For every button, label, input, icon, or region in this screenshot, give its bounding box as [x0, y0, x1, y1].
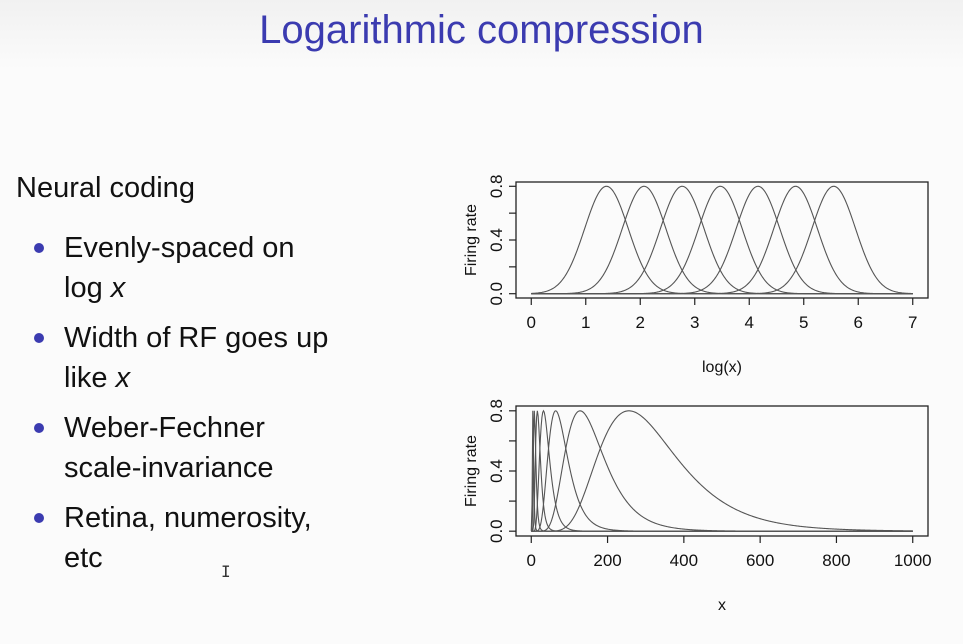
chart-log-scale: 0.0 0.4 0.8 0 1 2 3 4 5 6 7 log(x) Firing rate: [463, 174, 929, 376]
y-tick-label: 0.8: [487, 174, 506, 198]
bullet-item: Evenly-spaced on log x: [30, 228, 390, 308]
series-line: [531, 185, 913, 295]
x-tick-label: 4: [745, 313, 754, 332]
y-tick-label: 0.4: [487, 228, 506, 252]
bullet-text: Retina, numerosity, etc: [64, 498, 390, 578]
x-axis-label: log(x): [702, 359, 742, 376]
bullet-dot-icon: [34, 423, 44, 433]
bullet-line: Evenly-spaced on: [64, 232, 295, 264]
y-tick-label: 0.4: [487, 459, 506, 483]
bullet-line: Weber-Fechner: [64, 412, 265, 444]
bullet-dot-icon: [34, 513, 44, 523]
bullet-text: Evenly-spaced on log x: [64, 228, 390, 308]
bullet-item: Retina, numerosity, etc: [30, 498, 390, 578]
bullet-line: scale-invariance: [64, 452, 274, 484]
bullet-text: Width of RF goes up like x: [64, 318, 390, 398]
x-tick-label: 2: [636, 313, 645, 332]
series-line: [531, 410, 913, 532]
bullet-line: Retina, numerosity,: [64, 502, 312, 534]
series-line: [531, 185, 913, 295]
x-tick-label: 0: [527, 551, 536, 570]
series-line: [531, 185, 913, 295]
bullet-line: Width of RF goes up: [64, 322, 329, 354]
slide-header-background: [0, 0, 963, 70]
x-tick-label: 400: [670, 551, 698, 570]
series-line: [531, 410, 913, 532]
x-tick-label: 6: [854, 313, 863, 332]
x-tick-label: 1000: [894, 551, 932, 570]
x-tick-label: 800: [822, 551, 850, 570]
chart-linear-scale: 0.0 0.4 0.8 0 200 400 600 800 1000 x Firing rate: [463, 399, 932, 614]
x-tick-label: 5: [799, 313, 808, 332]
text-cursor-icon: I: [221, 562, 231, 581]
bullet-line: etc: [64, 542, 103, 574]
x-tick-label: 0: [527, 313, 536, 332]
bullet-item: Weber-Fechner scale-invariance: [30, 408, 390, 488]
bullet-dot-icon: [34, 243, 44, 253]
x-axis-label: x: [718, 597, 726, 614]
bullet-text: Weber-Fechner scale-invariance: [64, 408, 390, 488]
series-line: [531, 185, 913, 295]
y-tick-label: 0.8: [487, 399, 506, 423]
plot-frame: [515, 181, 929, 299]
bullet-item: Width of RF goes up like x: [30, 318, 390, 398]
bullet-dot-icon: [34, 333, 44, 343]
series-line: [530, 410, 913, 532]
bullet-list: Evenly-spaced on log x Width of RF goes up…: [30, 228, 390, 588]
bullet-line: like x: [64, 362, 131, 394]
y-axis-label: Firing rate: [463, 435, 480, 507]
y-tick-label: 0.0: [487, 519, 506, 543]
bullet-line: log x: [64, 272, 126, 304]
series-line: [531, 185, 913, 295]
series-line: [531, 410, 913, 532]
x-tick-label: 200: [593, 551, 621, 570]
y-axis-label: Firing rate: [463, 204, 480, 276]
series-line: [531, 410, 913, 532]
section-heading: Neural coding: [16, 172, 195, 204]
series-line: [531, 410, 913, 532]
series-line: [531, 185, 913, 295]
x-tick-label: 600: [746, 551, 774, 570]
x-tick-label: 7: [908, 313, 917, 332]
y-tick-label: 0.0: [487, 282, 506, 306]
x-tick-label: 3: [690, 313, 699, 332]
slide-title: Logarithmic compression: [259, 8, 704, 52]
x-tick-label: 1: [581, 313, 590, 332]
series-line: [531, 409, 913, 532]
series-line: [531, 185, 913, 295]
plot-frame: [515, 405, 929, 537]
